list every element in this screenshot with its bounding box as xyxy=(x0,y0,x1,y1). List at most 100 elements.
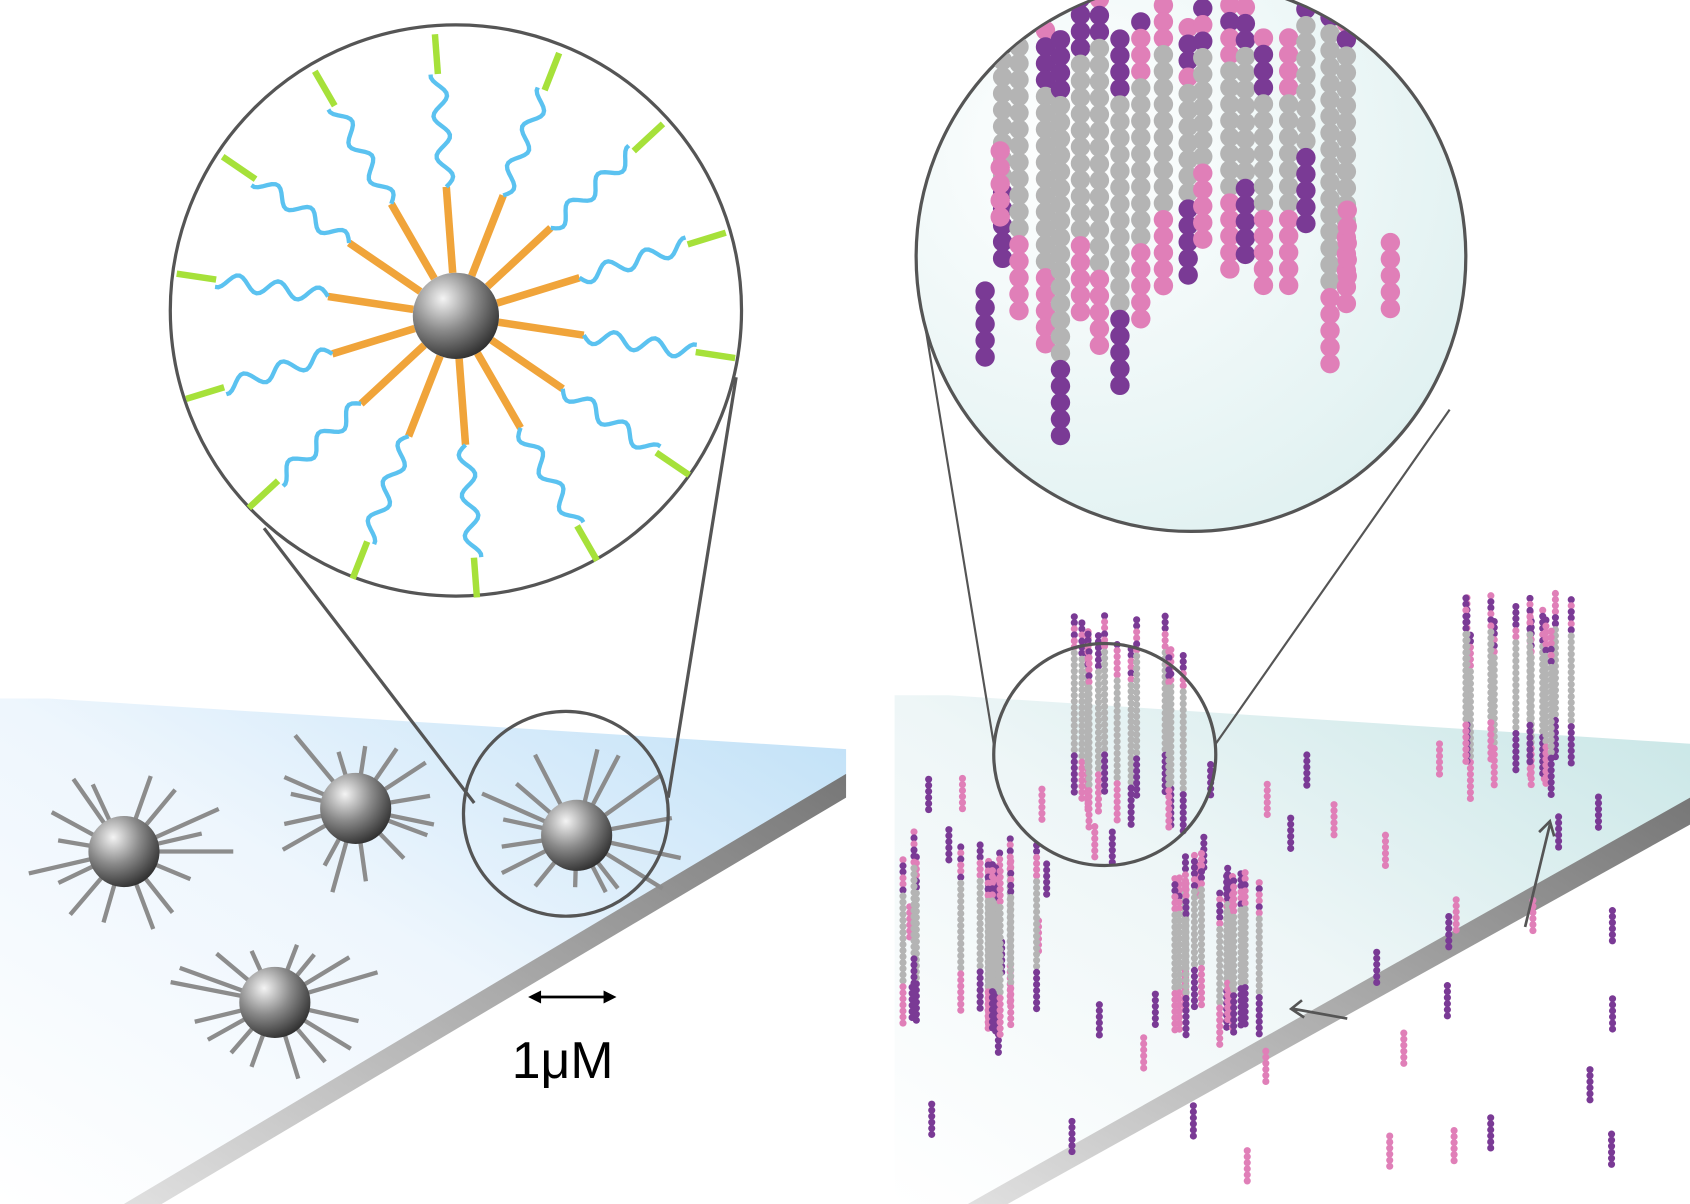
monomer xyxy=(1491,781,1498,788)
monomer xyxy=(1095,795,1102,802)
monomer xyxy=(1114,701,1121,708)
monomer xyxy=(993,249,1012,268)
monomer xyxy=(1033,939,1040,946)
monomer xyxy=(1451,1139,1458,1146)
monomer xyxy=(1462,637,1469,644)
monomer xyxy=(1009,235,1028,254)
monomer xyxy=(1548,773,1555,780)
monomer xyxy=(1462,613,1469,620)
monomer xyxy=(1101,697,1108,704)
monomer xyxy=(1467,783,1474,790)
monomer xyxy=(928,1113,935,1120)
monomer xyxy=(1101,624,1108,631)
monomer xyxy=(1609,913,1616,920)
monomer xyxy=(1296,164,1315,183)
monomer xyxy=(1526,625,1533,632)
monomer xyxy=(1171,990,1178,997)
monomer xyxy=(1182,859,1189,866)
monomer xyxy=(997,940,1004,947)
monomer xyxy=(1487,1120,1494,1127)
monomer xyxy=(1051,80,1070,99)
monomer xyxy=(1091,853,1098,860)
monomer xyxy=(977,987,984,994)
monomer xyxy=(1101,673,1108,680)
monomer xyxy=(1114,750,1121,757)
monomer xyxy=(1256,1000,1263,1007)
monomer xyxy=(1445,919,1452,926)
bead xyxy=(239,967,310,1038)
monomer xyxy=(1548,700,1555,707)
monomer xyxy=(977,890,984,897)
monomer xyxy=(1165,684,1172,691)
monomer xyxy=(1330,831,1337,838)
monomer xyxy=(925,806,932,813)
monomer xyxy=(1090,220,1109,239)
monomer xyxy=(1296,214,1315,233)
monomer xyxy=(991,207,1010,226)
monomer xyxy=(1264,799,1271,806)
monomer xyxy=(1512,700,1519,707)
monomer xyxy=(1230,1022,1237,1029)
monomer xyxy=(1338,201,1357,220)
monomer xyxy=(1068,1148,1075,1155)
monomer xyxy=(1242,978,1249,985)
monomer xyxy=(1487,695,1494,702)
monomer xyxy=(1190,1114,1197,1121)
monomer xyxy=(1051,294,1070,313)
monomer xyxy=(1330,825,1337,832)
monomer xyxy=(1110,128,1129,147)
monomer xyxy=(1071,710,1078,717)
monomer xyxy=(1230,992,1237,999)
monomer xyxy=(1487,719,1494,726)
monomer xyxy=(1191,876,1198,883)
monomer xyxy=(1193,180,1212,199)
surface xyxy=(0,698,846,1203)
monomer xyxy=(899,947,906,954)
monomer xyxy=(1609,1007,1616,1014)
monomer xyxy=(1568,747,1575,754)
monomer xyxy=(975,347,994,366)
monomer xyxy=(1038,816,1045,823)
monomer xyxy=(1337,178,1356,197)
monomer xyxy=(957,1007,964,1014)
monomer xyxy=(1101,776,1108,783)
monomer xyxy=(1090,72,1109,91)
monomer xyxy=(1608,1143,1615,1150)
monomer xyxy=(1193,32,1212,51)
monomer xyxy=(1262,1048,1269,1055)
monomer xyxy=(1256,952,1263,959)
monomer xyxy=(993,232,1012,251)
monomer xyxy=(1085,666,1092,673)
monomer xyxy=(1033,1005,1040,1012)
monomer xyxy=(1444,1006,1451,1013)
monomer xyxy=(1548,791,1555,798)
monomer xyxy=(1178,265,1197,284)
monomer xyxy=(1244,1159,1251,1166)
monomer xyxy=(1131,210,1150,229)
monomer xyxy=(1337,129,1356,148)
monomer xyxy=(1256,928,1263,935)
monomer xyxy=(1068,1124,1075,1131)
monomer xyxy=(989,891,996,898)
monomer xyxy=(1337,112,1356,131)
monomer xyxy=(1078,795,1085,802)
monomer xyxy=(1303,782,1310,789)
monomer xyxy=(1101,721,1108,728)
monomer xyxy=(1526,752,1533,759)
monomer xyxy=(1254,193,1273,212)
monomer xyxy=(977,860,984,867)
monomer xyxy=(1131,309,1150,328)
monomer xyxy=(910,871,917,878)
monomer xyxy=(1453,926,1460,933)
monomer xyxy=(1131,29,1150,48)
monomer xyxy=(1162,619,1169,626)
monomer xyxy=(925,782,932,789)
monomer xyxy=(1216,1023,1223,1030)
monomer xyxy=(1382,862,1389,869)
monomer xyxy=(1254,28,1273,47)
monomer xyxy=(1114,804,1121,811)
monomer xyxy=(1216,950,1223,957)
monomer xyxy=(1191,852,1198,859)
monomer xyxy=(1095,693,1102,700)
monomer xyxy=(1071,758,1078,765)
